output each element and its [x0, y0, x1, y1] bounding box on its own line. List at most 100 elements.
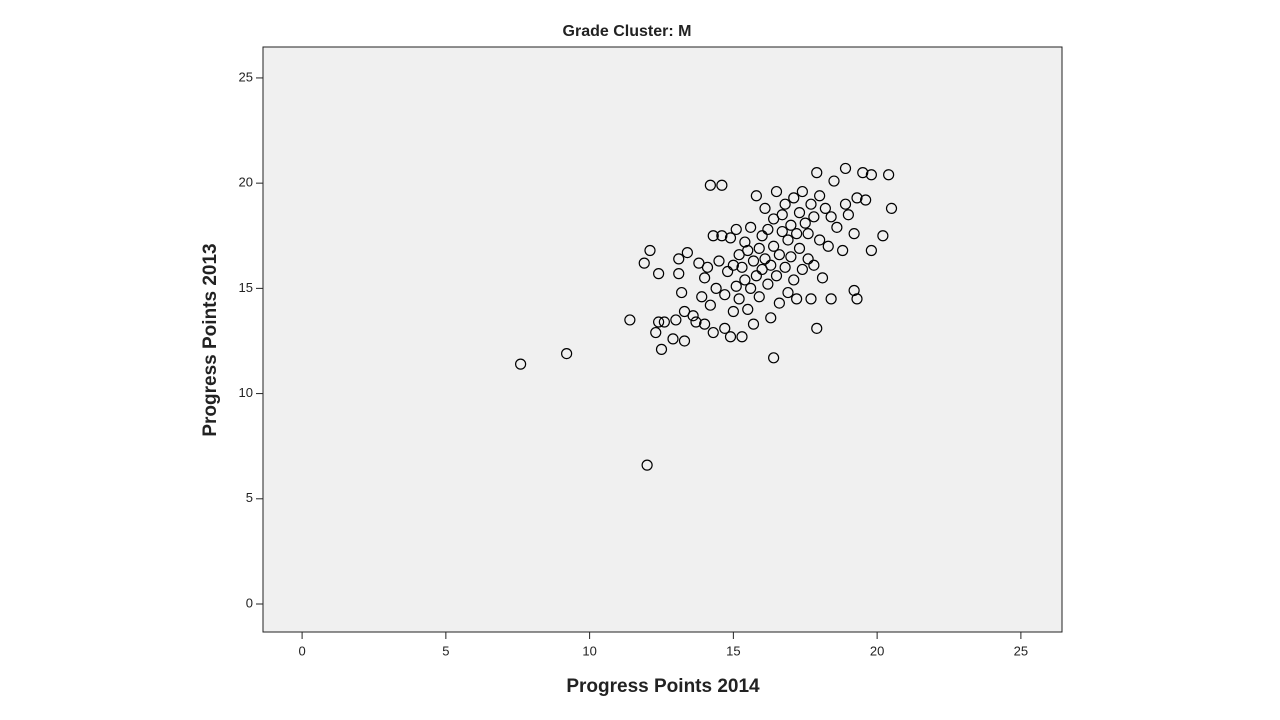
point [736, 261, 748, 273]
point [796, 185, 808, 198]
point [779, 261, 791, 273]
point [750, 190, 762, 202]
point [788, 274, 800, 286]
point [805, 198, 817, 210]
point [860, 194, 872, 206]
point [733, 293, 745, 305]
point [515, 358, 527, 370]
point [802, 253, 814, 265]
point [690, 316, 702, 328]
point [765, 312, 777, 324]
point [799, 217, 811, 229]
point [641, 459, 653, 471]
point [822, 240, 834, 252]
chart-title: Grade Cluster: M [563, 23, 692, 40]
point [745, 221, 757, 233]
point [791, 228, 803, 240]
point [716, 230, 728, 242]
point [765, 259, 777, 271]
point [624, 314, 636, 326]
point [851, 293, 863, 305]
point [791, 293, 803, 305]
plot-area [262, 46, 1063, 633]
point [713, 255, 725, 267]
point [808, 259, 820, 271]
point [811, 167, 823, 179]
point [722, 265, 734, 278]
point [785, 251, 797, 263]
point [808, 211, 820, 223]
point [857, 167, 869, 179]
point [719, 289, 731, 301]
point [730, 280, 742, 292]
point [742, 303, 754, 316]
point [707, 230, 719, 242]
point [696, 291, 708, 303]
point [825, 211, 837, 223]
point [730, 223, 742, 236]
point [747, 255, 760, 267]
point [825, 293, 837, 305]
point [745, 282, 757, 294]
point [699, 272, 711, 284]
y-tick-label: 0 [246, 595, 253, 610]
point [739, 274, 751, 286]
point [773, 249, 785, 261]
point [704, 299, 716, 311]
point [877, 230, 889, 242]
x-tick-label: 20 [870, 643, 884, 658]
point [770, 270, 783, 282]
x-tick-label: 15 [726, 643, 740, 658]
point [782, 286, 794, 299]
point [742, 244, 754, 257]
point [719, 322, 731, 334]
point [851, 192, 863, 204]
point [724, 232, 737, 244]
point [819, 202, 831, 215]
point [707, 326, 719, 339]
point [724, 331, 737, 343]
x-tick-label: 25 [1014, 643, 1028, 658]
point [681, 246, 693, 259]
point [883, 169, 895, 181]
y-tick-label: 25 [239, 69, 253, 84]
point [699, 318, 711, 330]
point [776, 225, 788, 238]
point [673, 268, 685, 280]
point [655, 343, 668, 355]
point [793, 207, 806, 219]
point [837, 244, 849, 257]
point [561, 347, 573, 360]
point [814, 190, 826, 202]
point [667, 333, 679, 345]
point [750, 270, 762, 282]
point [785, 219, 797, 231]
point [885, 202, 898, 215]
point [805, 293, 817, 305]
point [701, 261, 714, 273]
point [865, 244, 877, 257]
point [673, 253, 685, 265]
point [773, 297, 785, 309]
point [704, 179, 716, 191]
point [759, 253, 771, 265]
point [816, 272, 829, 284]
point [768, 352, 780, 364]
x-tick-label: 10 [582, 643, 596, 658]
point [716, 179, 728, 191]
point [753, 242, 765, 254]
point [828, 175, 840, 187]
point [788, 192, 800, 204]
point [776, 209, 788, 221]
point [676, 286, 688, 299]
y-tick-label: 5 [246, 490, 253, 505]
point [842, 209, 854, 221]
point [658, 316, 670, 328]
point [839, 198, 852, 210]
point [762, 278, 774, 290]
point [814, 234, 826, 246]
point [782, 234, 794, 246]
point [848, 228, 860, 240]
y-tick-label: 15 [239, 280, 253, 295]
